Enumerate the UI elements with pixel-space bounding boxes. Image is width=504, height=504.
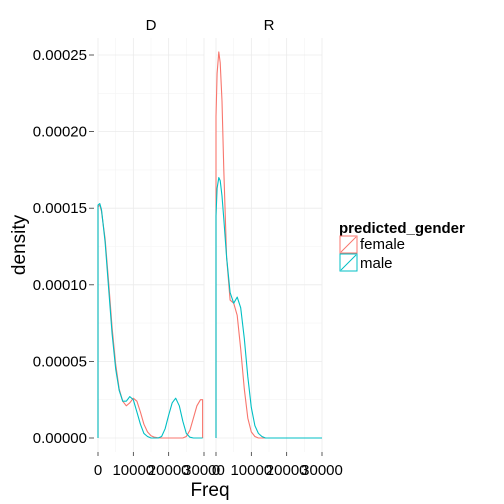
legend-key-male — [339, 253, 358, 272]
y-tick-label: 0.00020 — [33, 124, 87, 141]
x-tick-label: 10000 — [112, 462, 154, 479]
strip-label-d: D — [146, 17, 157, 34]
x-axis-title: Freq — [190, 480, 229, 501]
density-line-d-male — [97, 203, 203, 439]
y-tick-label: 0.00005 — [33, 353, 87, 370]
facet-strips: D R — [146, 17, 275, 34]
y-tick-label: 0.00025 — [33, 47, 87, 64]
y-axis: 0.00000 0.00005 0.00010 0.00015 0.00020 0.000… — [33, 47, 94, 447]
x-tick-label: 10000 — [230, 462, 272, 479]
density-line-r-male — [215, 177, 322, 439]
x-tick-label: 20000 — [266, 462, 308, 479]
strip-label-r: R — [264, 17, 275, 34]
x-tick-label: 0 — [94, 462, 102, 479]
legend-label-male: male — [360, 255, 393, 272]
x-tick-label: 20000 — [148, 462, 190, 479]
y-axis-title: density — [9, 214, 30, 275]
x-tick-label: 30000 — [183, 462, 225, 479]
panel-r — [215, 38, 323, 452]
y-tick-label: 0.00000 — [33, 430, 87, 447]
legend-label-female: female — [360, 236, 405, 253]
x-tick-label: 30000 — [301, 462, 343, 479]
y-tick-label: 0.00010 — [33, 277, 87, 294]
y-tick-label: 0.00015 — [33, 200, 87, 217]
facet-panels — [97, 38, 323, 452]
legend-title: predicted_gender — [339, 220, 465, 237]
panel-d — [97, 38, 205, 452]
x-tick-label: 0 — [212, 462, 220, 479]
density-line-d-female — [97, 204, 204, 439]
legend: predicted_gender female male — [339, 220, 465, 272]
legend-key-female — [339, 235, 358, 254]
